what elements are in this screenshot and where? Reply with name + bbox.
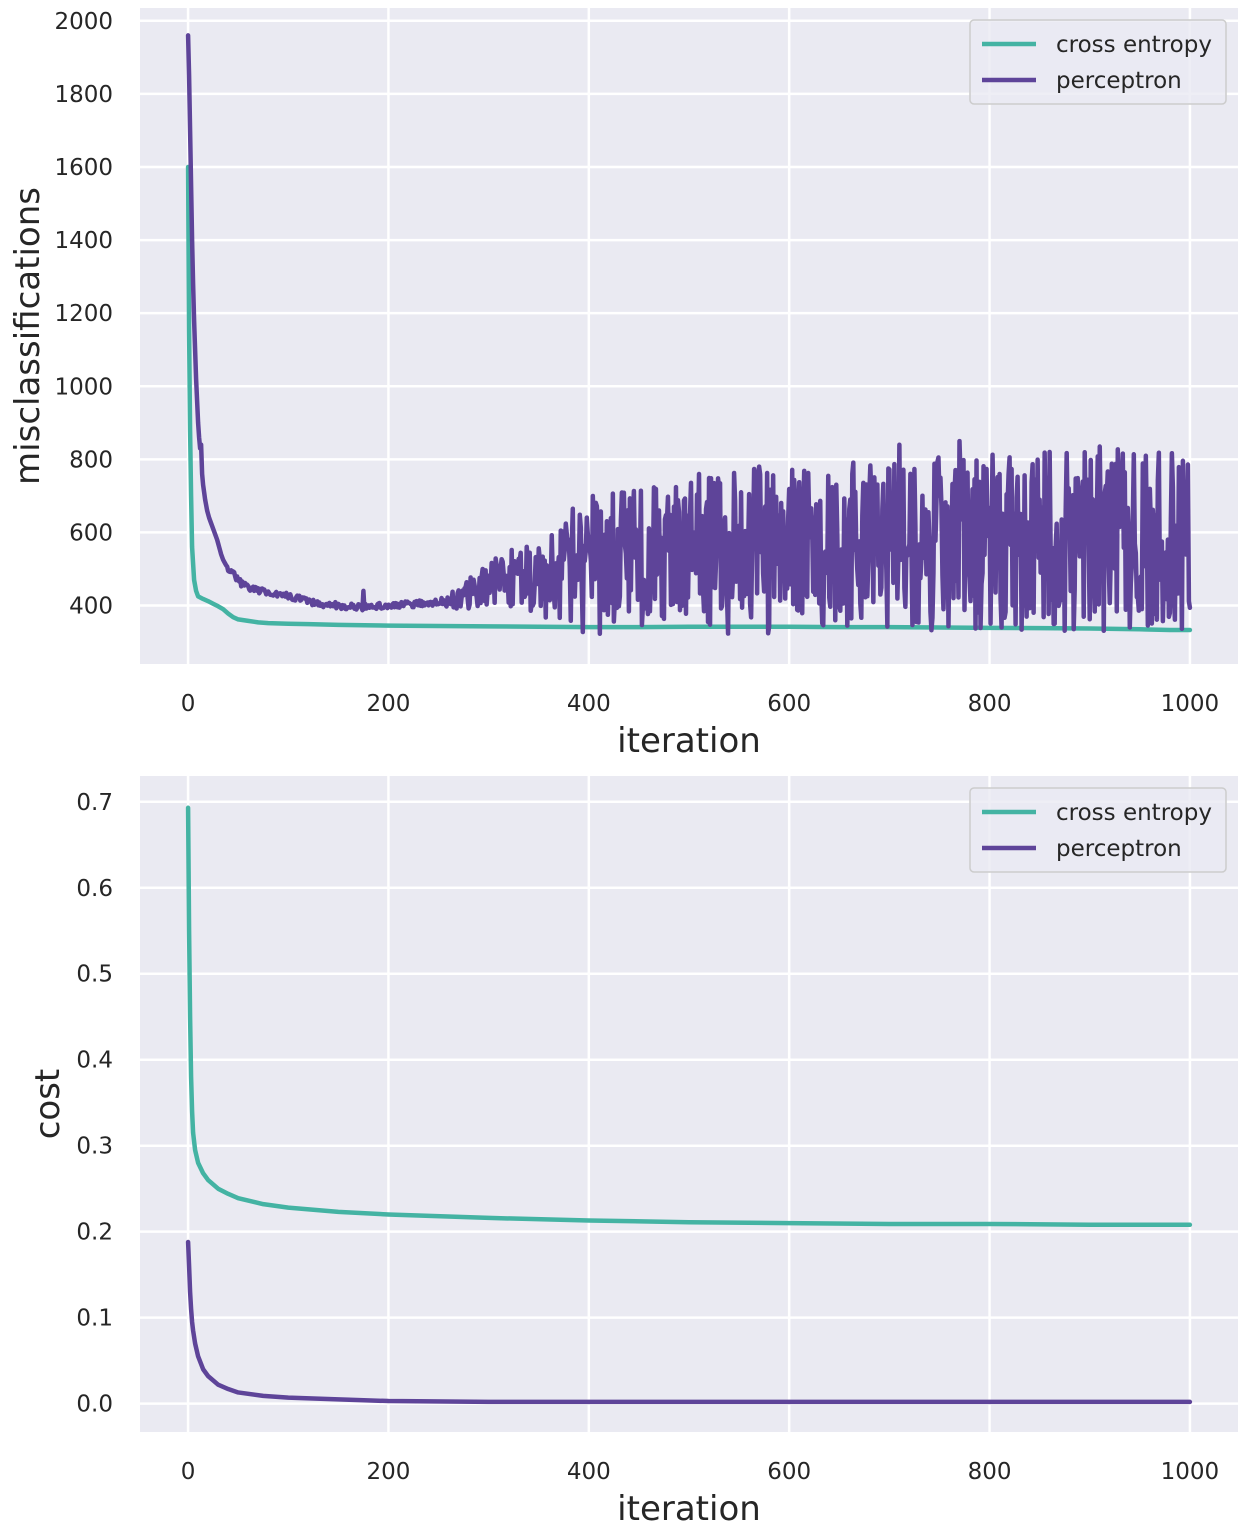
legend-box xyxy=(969,787,1227,873)
y-axis-label: misclassifications xyxy=(8,187,48,485)
x-tick-label: 600 xyxy=(767,691,811,717)
legend-label: perceptron xyxy=(1056,68,1182,94)
y-tick-label: 1600 xyxy=(54,155,113,181)
chart-2: 0 200 400 600 800 1000 0.0 0.1 0.2 0.3 0.4 0.5 0.6 0.… xyxy=(28,776,1238,1529)
legend-box xyxy=(969,19,1227,105)
x-tick-label: 200 xyxy=(366,1459,410,1485)
y-tick-label: 1400 xyxy=(54,228,113,254)
series-line-cross-entropy xyxy=(185,805,1193,1228)
x-tick-label: 0 xyxy=(181,691,196,717)
legend: cross entropy perceptron xyxy=(969,787,1227,873)
y-tick-label: 800 xyxy=(69,447,113,473)
x-tick-label: 800 xyxy=(968,1459,1012,1485)
y-tick-label: 600 xyxy=(69,520,113,546)
chart-1: 0 200 400 600 800 1000 400 600 800 1000 1200 1400 16… xyxy=(8,8,1238,761)
series-line-perceptron xyxy=(185,33,1193,636)
x-tick-label: 400 xyxy=(567,691,611,717)
y-tick-label: 0.6 xyxy=(76,876,113,902)
legend-label: cross entropy xyxy=(1056,800,1212,826)
y-tick-label: 0.3 xyxy=(76,1134,113,1160)
x-tick-label: 400 xyxy=(567,1459,611,1485)
y-axis-label: cost xyxy=(28,1069,68,1140)
legend: cross entropy perceptron xyxy=(969,19,1227,105)
x-tick-label: 200 xyxy=(366,691,410,717)
y-tick-label: 0.1 xyxy=(76,1306,113,1332)
y-tick-label: 0.5 xyxy=(76,962,113,988)
legend-label: perceptron xyxy=(1056,836,1182,862)
x-axis-label: iteration xyxy=(617,721,761,761)
y-tick-label: 0.4 xyxy=(76,1048,113,1074)
x-tick-label: 800 xyxy=(968,691,1012,717)
plot-area xyxy=(140,776,1238,1432)
y-tick-label: 400 xyxy=(69,594,113,620)
x-tick-label: 600 xyxy=(767,1459,811,1485)
y-tick-label: 0.2 xyxy=(76,1220,113,1246)
x-tick-label: 1000 xyxy=(1161,691,1220,717)
y-tick-label: 0.7 xyxy=(76,790,113,816)
legend-label: cross entropy xyxy=(1056,32,1212,58)
y-tick-label: 1000 xyxy=(54,374,113,400)
series-line-perceptron xyxy=(185,1239,1193,1405)
series-line-cross-entropy xyxy=(185,164,1193,633)
series-group xyxy=(185,805,1193,1405)
x-axis-label: iteration xyxy=(617,1489,761,1529)
y-tick-label: 1800 xyxy=(54,82,113,108)
y-tick-label: 2000 xyxy=(54,9,113,35)
series-group xyxy=(185,33,1193,636)
x-tick-label: 0 xyxy=(181,1459,196,1485)
y-tick-label: 1200 xyxy=(54,301,113,327)
y-tick-label: 0.0 xyxy=(76,1392,113,1418)
x-tick-label: 1000 xyxy=(1161,1459,1220,1485)
